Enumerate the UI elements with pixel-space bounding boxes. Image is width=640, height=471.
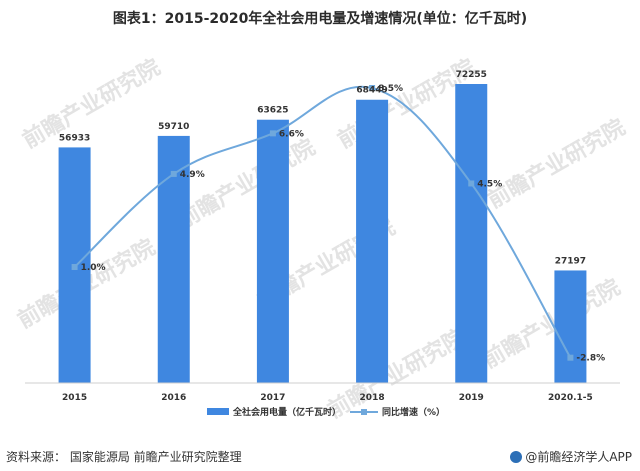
x-tick-label: 2016	[161, 393, 186, 403]
watermark-text: 前瞻产业研究院	[483, 114, 629, 214]
watermark-text: 前瞻产业研究院	[173, 134, 319, 234]
bar-value-label: 56933	[59, 133, 90, 143]
bar-2017	[256, 119, 289, 384]
line-series	[71, 85, 574, 361]
line-value-label: -2.8%	[576, 354, 605, 364]
line-point	[567, 354, 574, 361]
x-tick-label: 2018	[360, 393, 385, 403]
x-tick-label: 2020.1-5	[548, 393, 593, 403]
line-value-label: 4.9%	[180, 170, 205, 180]
chart-title: 图表1：2015-2020年全社会用电量及增速情况(单位：亿千瓦时)	[112, 11, 528, 27]
bar-value-label: 63625	[257, 106, 288, 116]
line-point	[369, 85, 376, 91]
line-point	[71, 264, 78, 270]
source-note: 资料来源： 国家能源局 前瞻产业研究院整理	[6, 450, 242, 464]
line-value-label: 4.5%	[477, 179, 502, 189]
bar-value-label: 27197	[555, 256, 586, 266]
x-tick-label: 2017	[260, 393, 285, 403]
bar-2020.1-5	[554, 270, 587, 383]
data-labels: 56933 59710 63625 68449 72255 27197 1.0% 4.9% 6.…	[59, 70, 605, 364]
line-value-label: 8.5%	[378, 84, 403, 94]
bar-value-label: 72255	[456, 70, 487, 80]
brand-logo-icon	[510, 451, 523, 463]
x-axis: 2015 2016 2017 2018 2019 2020.1-5	[25, 382, 620, 403]
bar-2018	[356, 99, 389, 383]
footer: 资料来源： 国家能源局 前瞻产业研究院整理 @前瞻经济学人APP	[0, 446, 640, 471]
line-point	[170, 170, 177, 177]
legend: 全社会用电量（亿千瓦时） 同比增速（%）	[207, 406, 445, 418]
legend-bar-swatch	[207, 408, 229, 415]
legend-line-label: 同比增速（%）	[382, 406, 445, 418]
x-tick-label: 2015	[62, 393, 87, 403]
bar-value-label: 59710	[158, 122, 189, 132]
brand-credit: @前瞻经济学人APP	[510, 448, 632, 465]
bar-2016	[157, 135, 190, 383]
line-value-label: 1.0%	[81, 263, 106, 273]
watermark-text: 前瞻产业研究院	[18, 54, 164, 154]
bar-value-label: 68449	[356, 86, 387, 96]
growth-line	[73, 85, 572, 359]
brand-text: @前瞻经济学人APP	[525, 450, 632, 464]
x-tick-label: 2019	[459, 393, 484, 403]
line-point	[269, 130, 276, 137]
legend-bar-label: 全社会用电量（亿千瓦时）	[232, 406, 341, 418]
legend-line-marker	[361, 409, 367, 415]
line-point	[468, 180, 475, 187]
line-value-label: 6.6%	[279, 129, 304, 139]
bar-2019	[455, 84, 488, 383]
